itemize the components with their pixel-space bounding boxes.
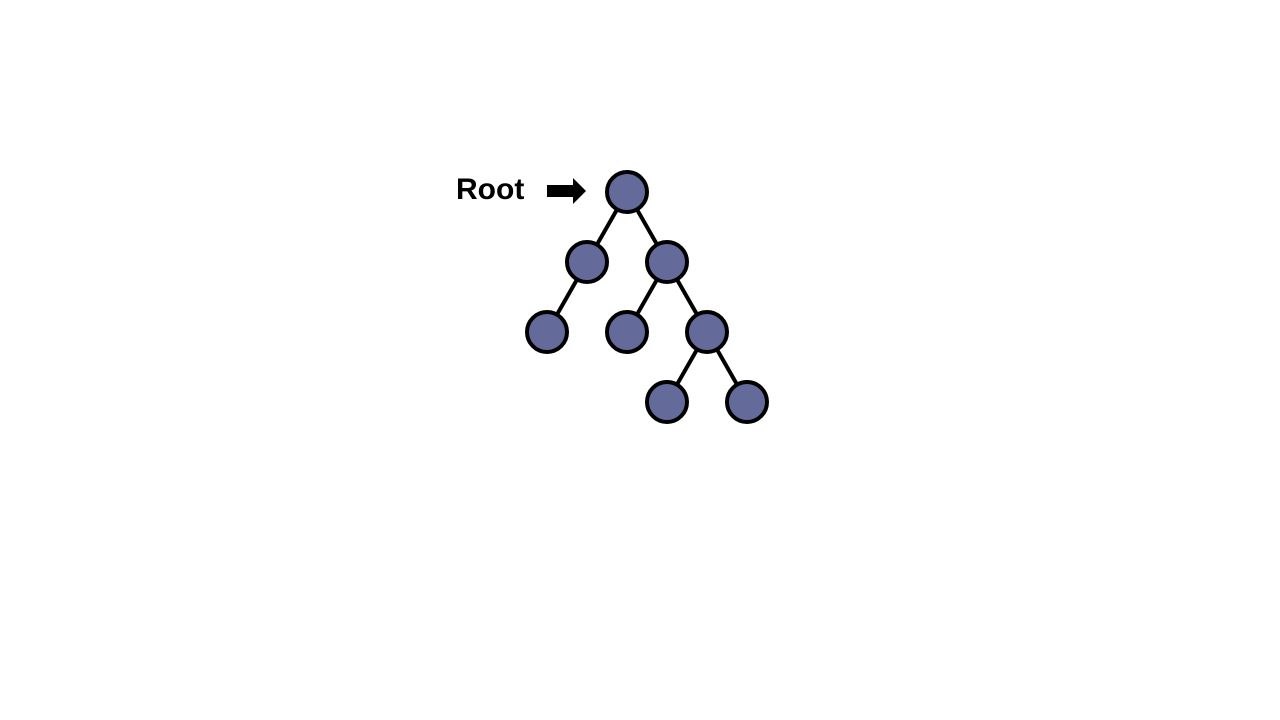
tree-node: [645, 240, 689, 284]
tree-node: [525, 310, 569, 354]
tree-node: [725, 380, 769, 424]
right-arrow-icon: [547, 178, 586, 204]
tree-node-root: [605, 170, 649, 214]
tree-node: [605, 310, 649, 354]
tree-node: [565, 240, 609, 284]
tree-node: [645, 380, 689, 424]
tree-node: [685, 310, 729, 354]
tree-nodes: [525, 170, 769, 424]
tree-edges: [545, 191, 749, 403]
root-label: Root: [456, 173, 525, 206]
